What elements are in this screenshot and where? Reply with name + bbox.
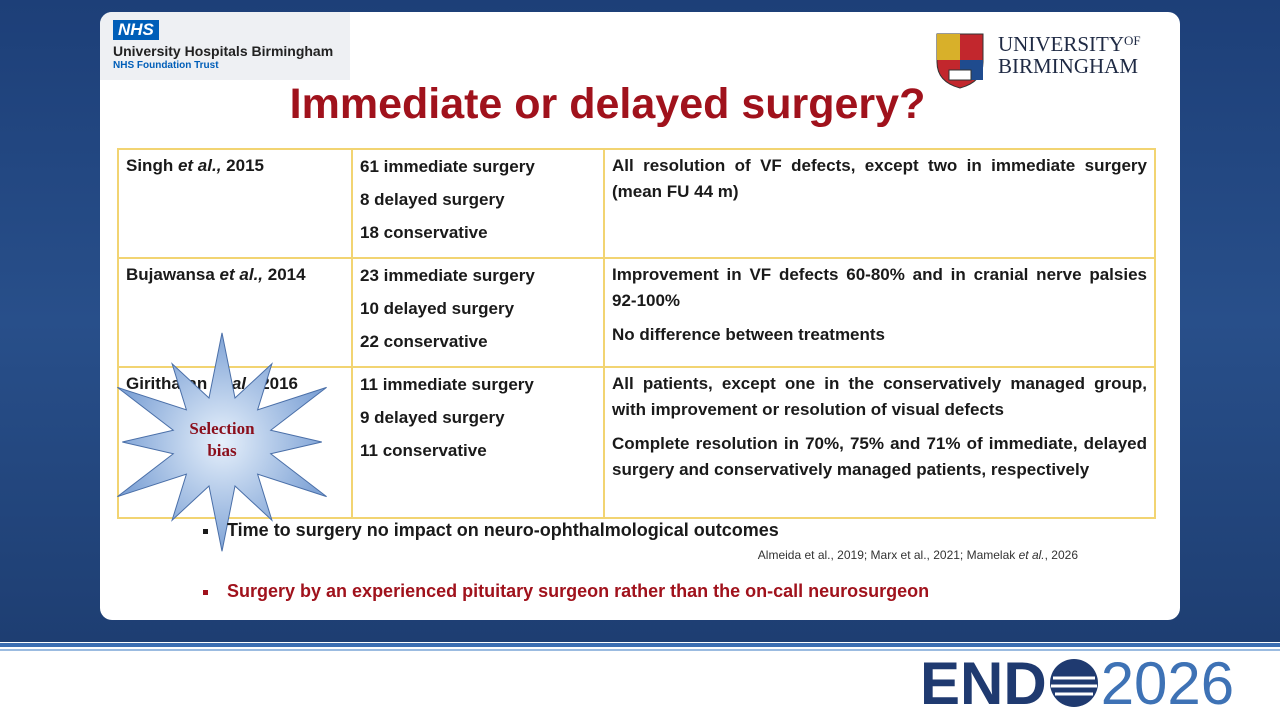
ref-year: , 2026 — [1044, 548, 1078, 562]
table-row: Bujawansa et al., 2014 23 immediate surge… — [117, 257, 1156, 368]
brand-left: END — [920, 650, 1047, 717]
nhs-trust: NHS Foundation Trust — [113, 60, 219, 71]
arm: 9 delayed surgery — [360, 408, 505, 427]
finding: All resolution of VF defects, except two… — [612, 156, 1147, 201]
brand-right: 2026 — [1100, 650, 1235, 717]
starburst — [117, 332, 327, 552]
ref-etal: et al. — [1018, 548, 1045, 562]
study-table: Singh et al., 2015 61 immediate surgery 8 … — [117, 148, 1156, 519]
finding: No difference between treatments — [612, 325, 886, 344]
callout-text: Selection — [189, 419, 255, 438]
findings-cell: All patients, except one in the conserva… — [603, 366, 1156, 519]
study-name: Bujawansa — [126, 265, 215, 284]
arm: 23 immediate surgery — [360, 266, 535, 285]
finding: Complete resolution in 70%, 75% and 71% … — [612, 434, 1147, 479]
arm: 11 immediate surgery — [360, 375, 534, 394]
bullet: Time to surgery no impact on neuro-ophth… — [203, 520, 779, 540]
arm: 10 delayed surgery — [360, 299, 515, 318]
slide-title: Immediate or delayed surgery? — [289, 80, 926, 128]
nhs-logo: NHS University Hospitals Birmingham NHS … — [100, 12, 350, 80]
band — [0, 649, 1280, 651]
table-row: Singh et al., 2015 61 immediate surgery 8 … — [117, 148, 1156, 259]
globe-icon — [1049, 659, 1098, 707]
arm: 61 immediate surgery — [360, 157, 535, 176]
study-year: 2014 — [267, 265, 306, 284]
arm: 22 conservative — [360, 332, 488, 351]
nhs-badge: NHS — [113, 20, 159, 40]
study-name: Singh — [126, 156, 174, 175]
band — [0, 643, 1280, 647]
study-etal: et al., — [219, 265, 264, 284]
arm: 18 conservative — [360, 223, 488, 242]
uob-of: OF — [1124, 33, 1141, 48]
callout-text: bias — [207, 441, 237, 460]
study-cell: Singh et al., 2015 — [117, 148, 353, 259]
finding: All patients, except one in the conserva… — [612, 374, 1147, 419]
uob-line2: BIRMINGHAM — [998, 54, 1139, 78]
study-etal: et al., — [177, 156, 222, 175]
bullet: Surgery by an experienced pituitary surg… — [202, 581, 930, 601]
arms-cell: 11 immediate surgery 9 delayed surgery 11 … — [351, 366, 605, 519]
uob-logo: UNIVERSITYOF BIRMINGHAM — [998, 30, 1141, 77]
arm: 11 conservative — [360, 441, 487, 460]
slide: NHS University Hospitals Birmingham NHS … — [100, 12, 1180, 620]
endo-logo: END 2026 — [920, 652, 1234, 716]
callout: Selection bias — [117, 332, 327, 552]
nhs-org: University Hospitals Birmingham — [113, 43, 334, 59]
references: Almeida et al., 2019; Marx et al., 2021;… — [758, 548, 1078, 562]
study-year: 2016 — [260, 374, 299, 393]
uob-line1: UNIVERSITY — [998, 32, 1124, 56]
arms-cell: 61 immediate surgery 8 delayed surgery 18 … — [351, 148, 605, 259]
arm: 8 delayed surgery — [360, 190, 505, 209]
study-year: 2015 — [226, 156, 264, 175]
arms-cell: 23 immediate surgery 10 delayed surgery 22… — [351, 257, 605, 368]
study-cell: Bujawansa et al., 2014 — [117, 257, 353, 368]
table-row: Giritharan et al., 2016 11 immediate surg… — [117, 366, 1156, 519]
findings-cell: Improvement in VF defects 60-80% and in … — [603, 257, 1156, 368]
uob-crest — [936, 33, 984, 89]
findings-cell: All resolution of VF defects, except two… — [603, 148, 1156, 259]
finding: Improvement in VF defects 60-80% and in … — [612, 265, 1147, 310]
ref-text: Almeida et al., 2019; Marx et al., 2021;… — [757, 548, 1016, 562]
